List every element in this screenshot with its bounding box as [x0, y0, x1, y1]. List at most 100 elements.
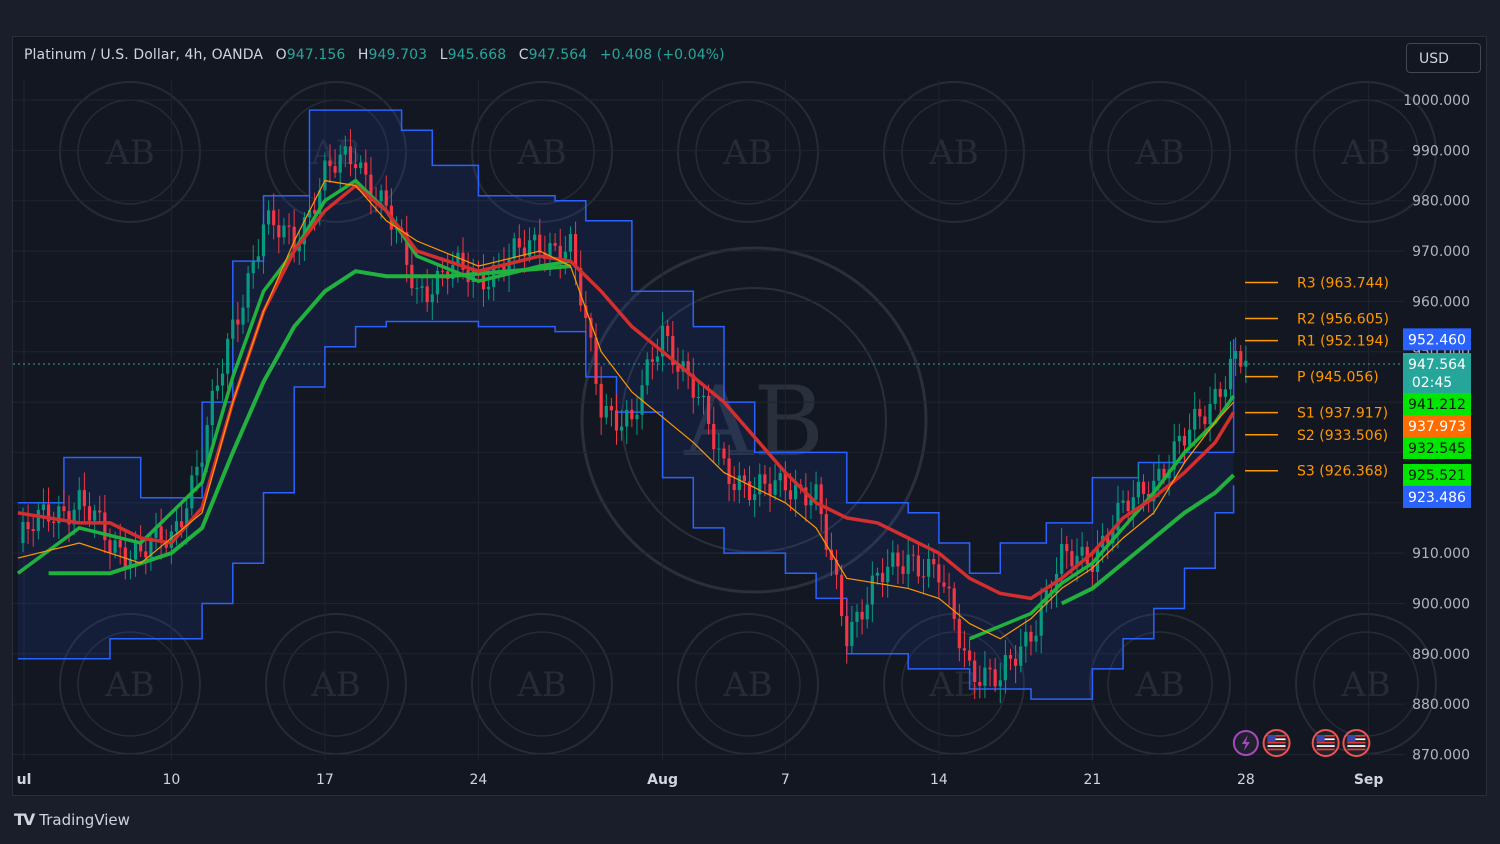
- candle: [727, 444, 731, 502]
- chart-panel[interactable]: [12, 36, 1487, 796]
- symbol-title[interactable]: Platinum / U.S. Dollar, 4h, OANDA: [24, 47, 264, 63]
- price-tag-text: 952.460: [1408, 332, 1466, 348]
- candle: [420, 275, 424, 303]
- currency-button[interactable]: USD: [1406, 43, 1481, 73]
- candle: [1080, 532, 1084, 571]
- candle: [1008, 648, 1013, 671]
- price-tick-label: 870.000: [1412, 747, 1470, 763]
- candle: [973, 651, 977, 700]
- price-tick-label: 990.000: [1412, 143, 1470, 159]
- candle: [666, 319, 670, 352]
- candle: [988, 658, 992, 687]
- candle: [251, 245, 255, 289]
- candle: [282, 217, 286, 245]
- candle: [1060, 527, 1064, 584]
- candle: [947, 572, 951, 606]
- candle: [916, 544, 920, 584]
- us-flag-event-icon[interactable]: [1262, 729, 1291, 757]
- candle: [1187, 413, 1192, 451]
- lightning-event-icon[interactable]: [1232, 730, 1259, 756]
- candle: [886, 549, 890, 598]
- candle: [430, 279, 434, 320]
- pivot-label: R2 (956.605): [1297, 311, 1389, 327]
- symbol-legend: Platinum / U.S. Dollar, 4h, OANDA O947.1…: [24, 47, 725, 63]
- candle: [328, 144, 332, 184]
- candle: [901, 550, 905, 584]
- pivot-level: P (945.056): [1245, 370, 1379, 386]
- candle: [722, 442, 726, 466]
- candle: [630, 399, 634, 428]
- watermark-seal: AB: [471, 81, 613, 223]
- watermark-seal: AB: [265, 81, 407, 223]
- candle: [650, 346, 654, 380]
- watermark-text: AB: [722, 133, 773, 173]
- candle: [676, 347, 680, 390]
- candle: [773, 463, 777, 501]
- time-tick-label: 21: [1083, 772, 1101, 788]
- high-value: 949.703: [368, 47, 428, 63]
- candle: [732, 466, 736, 502]
- candle: [364, 149, 368, 192]
- candles-layer: [21, 129, 1248, 704]
- tradingview-logo-icon: TV: [14, 810, 35, 829]
- candle: [41, 488, 46, 528]
- watermark-text: AB: [104, 665, 155, 705]
- time-tick-label: Aug: [647, 772, 678, 788]
- candle: [1182, 427, 1187, 463]
- candle: [1065, 535, 1069, 569]
- candle: [231, 305, 235, 348]
- candle: [338, 144, 342, 190]
- low-value: 945.668: [447, 47, 507, 63]
- candle: [1019, 628, 1023, 673]
- candle: [461, 237, 465, 280]
- ema-fast-green-line-2: [968, 394, 1236, 641]
- watermark-text: AB: [516, 133, 567, 173]
- event-icons[interactable]: [1232, 729, 1371, 757]
- candle: [840, 564, 844, 627]
- candle: [855, 604, 859, 638]
- candle: [804, 473, 808, 522]
- us-flag-event-icon[interactable]: [1311, 729, 1340, 757]
- price-tag: 947.564 02:45: [1403, 352, 1471, 393]
- candle: [343, 135, 347, 168]
- close-label: C: [518, 47, 529, 63]
- candle: [742, 468, 747, 499]
- candle: [594, 323, 598, 395]
- price-tick-label: 890.000: [1412, 647, 1470, 663]
- tradingview-logo[interactable]: TV TradingView: [14, 810, 130, 829]
- candle: [517, 224, 521, 261]
- candle: [1131, 480, 1135, 528]
- candle: [220, 358, 225, 401]
- grid-lines: [13, 80, 1405, 760]
- watermark-text: AB: [1134, 665, 1185, 705]
- candle: [1177, 423, 1181, 455]
- pivot-label: P (945.056): [1297, 370, 1379, 386]
- candle: [850, 605, 854, 655]
- candle: [144, 536, 148, 575]
- watermark-text: AB: [928, 133, 979, 173]
- open-label: O: [275, 47, 287, 63]
- watermark-seal: AB: [883, 81, 1025, 223]
- candle: [911, 544, 915, 572]
- candle: [553, 233, 557, 251]
- pivot-level: S1 (937.917): [1245, 406, 1388, 422]
- candle: [793, 469, 798, 517]
- candle: [834, 549, 839, 590]
- pivot-label: R3 (963.744): [1297, 276, 1389, 292]
- time-tick-label: 24: [469, 772, 487, 788]
- candle: [1228, 341, 1233, 401]
- candle: [962, 630, 967, 668]
- candle: [921, 559, 926, 595]
- watermark-text: AB: [1340, 665, 1391, 705]
- candle: [272, 193, 276, 240]
- watermark-text: AB: [722, 665, 773, 705]
- candle: [768, 467, 772, 512]
- time-axis[interactable]: ul 10 17 24 Aug 7 14 21 28 Sep: [17, 772, 1384, 788]
- price-tick-label: 880.000: [1412, 697, 1470, 713]
- change-value: +0.408 (+0.04%): [599, 47, 725, 63]
- candle: [998, 662, 1002, 704]
- candle: [1234, 337, 1238, 377]
- candle: [333, 149, 337, 178]
- us-flag-event-icon[interactable]: [1342, 729, 1371, 757]
